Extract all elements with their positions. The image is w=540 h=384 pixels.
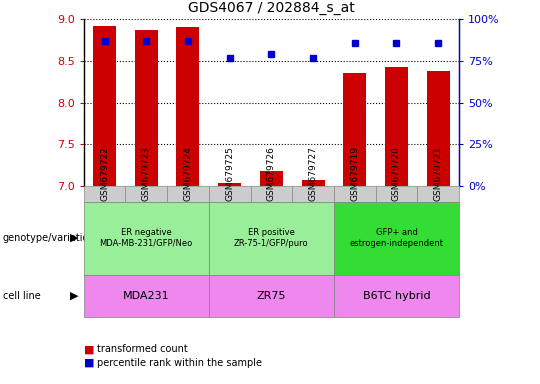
- Title: GDS4067 / 202884_s_at: GDS4067 / 202884_s_at: [188, 2, 355, 15]
- Bar: [218, 183, 241, 186]
- Text: GSM679727: GSM679727: [308, 146, 318, 201]
- Text: genotype/variation: genotype/variation: [3, 233, 96, 243]
- Text: GFP+ and
estrogen-independent: GFP+ and estrogen-independent: [349, 228, 443, 248]
- Text: ▶: ▶: [70, 291, 79, 301]
- Text: GSM679721: GSM679721: [434, 146, 443, 201]
- Text: ■: ■: [84, 344, 94, 354]
- Text: ER negative
MDA-MB-231/GFP/Neo: ER negative MDA-MB-231/GFP/Neo: [99, 228, 193, 248]
- Text: transformed count: transformed count: [97, 344, 188, 354]
- Bar: [343, 73, 366, 186]
- Text: GSM679719: GSM679719: [350, 146, 359, 201]
- Bar: [93, 26, 116, 186]
- Text: GSM679720: GSM679720: [392, 146, 401, 201]
- Text: GSM679722: GSM679722: [100, 146, 109, 201]
- Text: GSM679726: GSM679726: [267, 146, 276, 201]
- Text: ▶: ▶: [70, 233, 79, 243]
- Bar: [385, 67, 408, 186]
- Text: GSM679725: GSM679725: [225, 146, 234, 201]
- Bar: [301, 180, 325, 186]
- Text: cell line: cell line: [3, 291, 40, 301]
- Bar: [427, 71, 450, 186]
- Text: ZR75: ZR75: [256, 291, 286, 301]
- Text: MDA231: MDA231: [123, 291, 170, 301]
- Bar: [260, 171, 283, 186]
- Text: percentile rank within the sample: percentile rank within the sample: [97, 358, 262, 368]
- Text: GSM679724: GSM679724: [184, 146, 192, 201]
- Text: ■: ■: [84, 358, 94, 368]
- Text: GSM679723: GSM679723: [141, 146, 151, 201]
- Bar: [135, 30, 158, 186]
- Text: ER positive
ZR-75-1/GFP/puro: ER positive ZR-75-1/GFP/puro: [234, 228, 309, 248]
- Bar: [177, 27, 199, 186]
- Text: B6TC hybrid: B6TC hybrid: [363, 291, 430, 301]
